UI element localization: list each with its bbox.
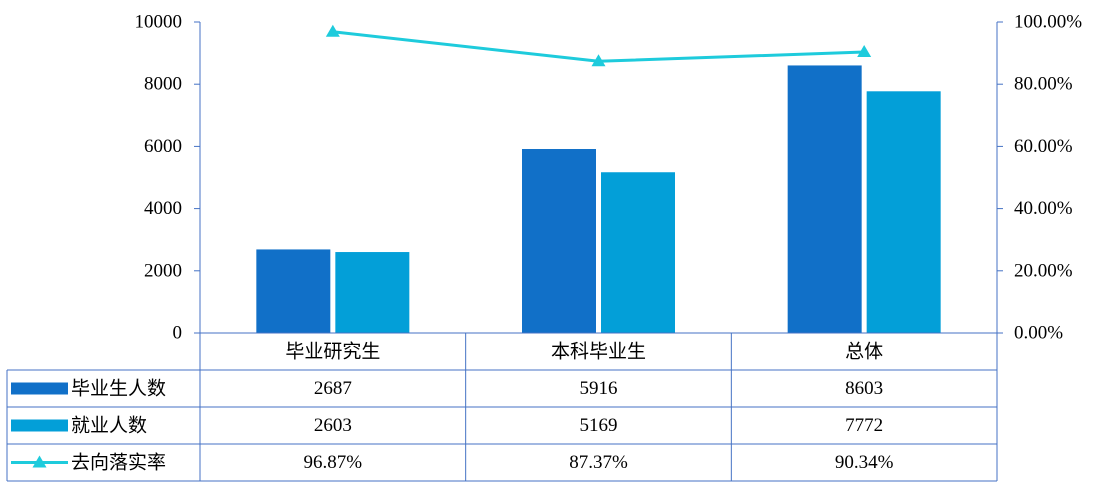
line-point-2-0 bbox=[325, 24, 340, 37]
data-label-0-2: 8603 bbox=[845, 378, 883, 399]
data-label-1-1: 5169 bbox=[580, 415, 618, 436]
bar-0-1 bbox=[522, 149, 596, 333]
y-right-tick-label: 60.00% bbox=[1014, 136, 1073, 157]
x-tick-label: 毕业研究生 bbox=[285, 341, 380, 363]
bar-0-2 bbox=[787, 65, 862, 333]
y-left-tick-label: 4000 bbox=[144, 198, 182, 219]
bar-0-0 bbox=[256, 249, 331, 333]
data-label-2-2: 90.34% bbox=[835, 452, 894, 473]
data-label-2-0: 96.87% bbox=[304, 452, 363, 473]
y-right-tick-label: 100.00% bbox=[1014, 12, 1082, 33]
y-left-tick-label: 6000 bbox=[144, 136, 182, 157]
legend-key-0 bbox=[11, 382, 68, 395]
line-point-2-1 bbox=[591, 54, 606, 67]
legend-key-marker-2 bbox=[32, 455, 47, 468]
bar-1-2 bbox=[866, 91, 941, 333]
legend-label-1: 就业人数 bbox=[71, 415, 147, 437]
x-tick-label: 本科毕业生 bbox=[551, 341, 646, 363]
legend-label-2: 去向落实率 bbox=[71, 452, 166, 474]
y-right-tick-label: 40.00% bbox=[1014, 198, 1073, 219]
y-left-tick-label: 8000 bbox=[144, 74, 182, 95]
y-left-tick-label: 0 bbox=[173, 323, 183, 344]
legend-label-0: 毕业生人数 bbox=[71, 378, 166, 400]
bar-1-1 bbox=[601, 172, 675, 333]
y-right-tick-label: 0.00% bbox=[1014, 323, 1063, 344]
data-label-2-1: 87.37% bbox=[569, 452, 628, 473]
data-label-1-0: 2603 bbox=[314, 415, 352, 436]
data-label-0-1: 5916 bbox=[580, 378, 618, 399]
line-point-2-2 bbox=[857, 45, 872, 58]
legend-key-1 bbox=[11, 419, 68, 432]
y-left-tick-label: 2000 bbox=[144, 260, 182, 281]
y-left-tick-label: 10000 bbox=[135, 12, 183, 33]
data-label-0-0: 2687 bbox=[314, 378, 352, 399]
y-right-tick-label: 80.00% bbox=[1014, 74, 1073, 95]
data-label-1-2: 7772 bbox=[845, 415, 883, 436]
y-right-tick-label: 20.00% bbox=[1014, 260, 1073, 281]
x-tick-label: 总体 bbox=[845, 341, 883, 363]
bar-1-0 bbox=[335, 252, 410, 333]
